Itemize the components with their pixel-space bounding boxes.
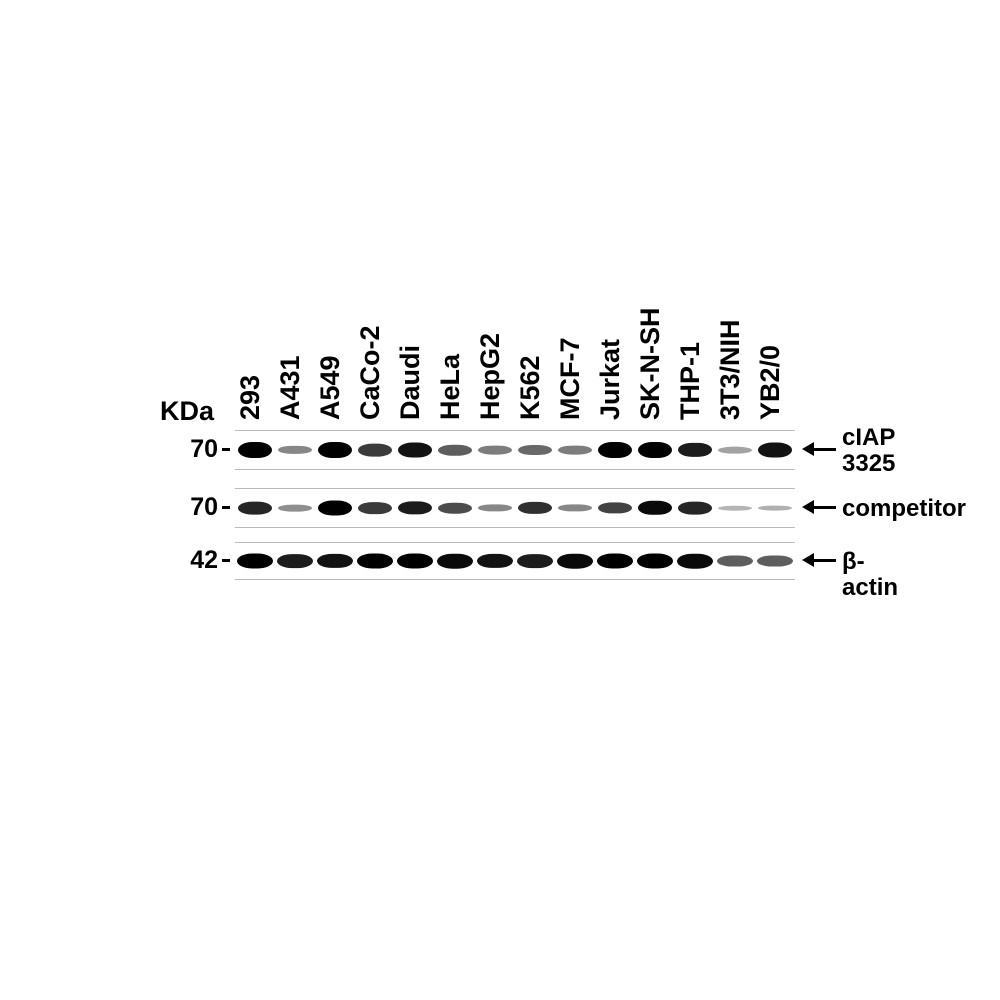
band <box>518 502 552 514</box>
band <box>438 445 472 456</box>
band <box>558 446 592 455</box>
arrow-icon <box>802 442 836 456</box>
band <box>397 554 433 569</box>
mw-tick <box>222 559 230 562</box>
lane-label: CaCo-2 <box>355 325 386 420</box>
band <box>437 554 473 569</box>
lane-label: 293 <box>235 375 266 420</box>
band <box>478 446 512 455</box>
blot-row-beta-actin <box>235 542 795 580</box>
band <box>558 504 592 511</box>
band <box>557 554 593 569</box>
lane-label: A549 <box>315 355 346 420</box>
blot-row-cIAP-3325 <box>235 430 795 470</box>
lane-label: THP-1 <box>675 342 706 420</box>
lane-labels-row: 293 A431 A549 CaCo-2 Daudi HeLa HepG2 K562 MCF-7… <box>235 280 795 420</box>
band <box>518 445 552 455</box>
band <box>517 554 553 568</box>
mw-tick <box>222 506 230 509</box>
lane-label: MCF-7 <box>555 338 586 421</box>
band <box>237 554 273 569</box>
band <box>358 444 392 457</box>
lane-label: 3T3/NIH <box>715 319 746 420</box>
band <box>717 556 753 567</box>
row-label-cIAP-3325: cIAP3325 <box>842 425 895 478</box>
lane-label: HepG2 <box>475 333 506 420</box>
blot-row-competitor <box>235 488 795 528</box>
band <box>598 442 632 458</box>
band <box>758 443 792 458</box>
lane-label: HeLa <box>435 354 466 420</box>
band <box>638 501 672 515</box>
band <box>597 554 633 569</box>
band <box>757 556 793 567</box>
band <box>677 554 713 569</box>
band <box>478 504 512 511</box>
arrow-icon <box>802 553 836 567</box>
band <box>318 501 352 516</box>
band <box>678 443 712 457</box>
band <box>278 505 312 512</box>
band <box>238 442 272 458</box>
lane-label: Jurkat <box>595 339 626 420</box>
band <box>318 442 352 458</box>
row-label-beta-actin: β-actin <box>842 549 910 602</box>
lane-label: SK-N-SH <box>635 308 666 421</box>
band <box>718 447 752 454</box>
band <box>398 501 432 514</box>
mw-label: 42 <box>178 546 218 575</box>
row-label-competitor: competitor <box>842 496 966 522</box>
band <box>317 554 353 568</box>
band <box>637 554 673 569</box>
band <box>477 554 513 568</box>
band <box>277 554 313 568</box>
band <box>598 502 632 513</box>
band <box>678 502 712 515</box>
lane-label: A431 <box>275 355 306 420</box>
lane-label: Daudi <box>395 345 426 420</box>
band <box>758 506 792 511</box>
band <box>278 446 312 454</box>
band <box>398 443 432 458</box>
band <box>438 503 472 514</box>
band <box>638 442 672 458</box>
band <box>718 506 752 511</box>
lane-label: YB2/0 <box>755 345 786 420</box>
lane-label: K562 <box>515 355 546 420</box>
band <box>358 502 392 514</box>
arrow-icon <box>802 500 836 514</box>
band <box>357 554 393 569</box>
mw-label: 70 <box>178 493 218 522</box>
band <box>238 502 272 515</box>
mw-tick <box>222 448 230 451</box>
kda-units-label: KDa <box>160 396 214 427</box>
mw-label: 70 <box>178 435 218 464</box>
